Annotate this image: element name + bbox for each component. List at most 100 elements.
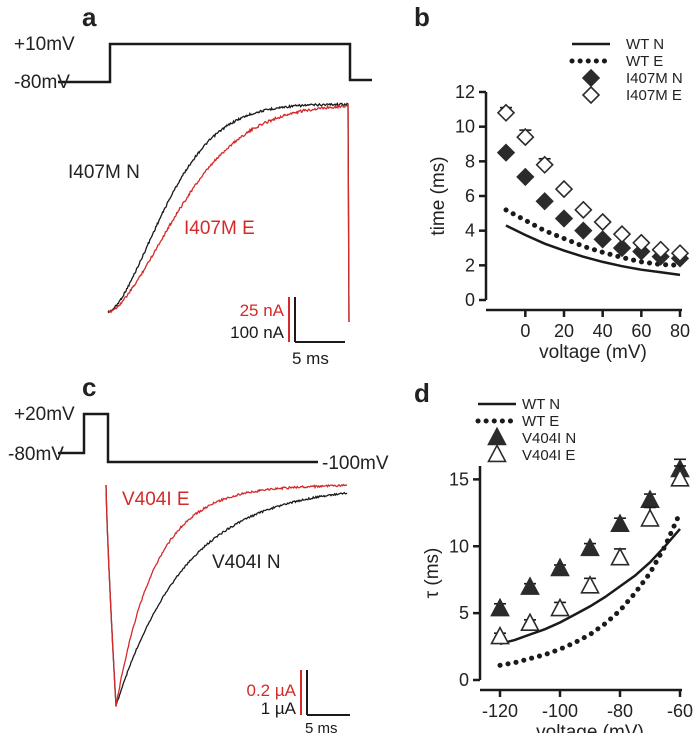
- trace-label-v404i-e: V404I E: [122, 489, 190, 510]
- legend-label: I407M E: [626, 87, 682, 104]
- data-point-i407m-n: [535, 192, 554, 211]
- data-point-i407m-n: [496, 143, 516, 162]
- protocol-low-label-a: -80mV: [14, 72, 70, 93]
- data-point-i407m-e: [632, 233, 651, 252]
- data-point-v404i-e: [670, 468, 690, 487]
- y-tick-label: 6: [465, 186, 475, 206]
- data-point-v404i-e: [580, 575, 600, 594]
- x-tick-label: -80: [607, 701, 633, 721]
- y-tick-label: 0: [465, 290, 475, 310]
- current-trace-v404i-n: [105, 484, 348, 706]
- panel-letter-a: a: [82, 2, 97, 32]
- scale-label-red-a: 25 nA: [240, 301, 285, 320]
- legend-label: WT E: [522, 413, 559, 430]
- trace-label-v404i-n: V404I N: [212, 552, 281, 573]
- scale-label-black-a: 100 nA: [230, 323, 285, 342]
- panel-letter-d: d: [414, 378, 430, 408]
- data-point-i407m-e: [496, 103, 516, 122]
- legend-label: V404I N: [522, 430, 576, 447]
- series-line-wt-e: [503, 207, 683, 268]
- trace-label-i407m-e: I407M E: [184, 218, 255, 239]
- legend-swatch: [487, 443, 507, 463]
- y-tick-label: 8: [465, 151, 475, 171]
- x-tick-label: 80: [670, 321, 690, 341]
- y-axis-title-b: time (ms): [428, 156, 449, 235]
- y-tick-label: 5: [459, 603, 469, 623]
- data-point-i407m-e: [574, 200, 593, 219]
- x-tick-label: -100: [542, 701, 578, 721]
- data-point-i407m-e: [554, 179, 574, 199]
- x-tick-label: 0: [520, 321, 530, 341]
- data-point-i407m-e: [535, 155, 554, 174]
- series-line-wt-n: [505, 224, 681, 277]
- legend-swatch: [581, 68, 601, 88]
- panel-c: c +20mV -80mV -100mV V404I E V404I N 0.2…: [8, 372, 389, 733]
- data-point-v404i-e: [550, 597, 570, 617]
- protocol-high-label-c: +20mV: [14, 404, 75, 425]
- legend-label: WT E: [626, 53, 663, 70]
- y-tick-label: 15: [449, 469, 469, 489]
- legend-label: WT N: [626, 36, 664, 53]
- x-tick-label: 20: [554, 321, 574, 341]
- data-point-i407m-e: [612, 225, 632, 244]
- y-tick-label: 12: [455, 82, 475, 102]
- data-point-v404i-e: [490, 625, 510, 645]
- x-tick-label: 60: [631, 321, 651, 341]
- x-tick-label: -120: [482, 701, 518, 721]
- current-trace-v404i-e: [105, 483, 348, 707]
- data-point-i407m-n: [516, 167, 535, 187]
- legend-label: I407M N: [626, 70, 683, 87]
- x-tick-label: -60: [667, 701, 693, 721]
- y-tick-label: 0: [459, 670, 469, 690]
- y-tick-label: 10: [449, 536, 469, 556]
- data-point-i407m-n: [593, 230, 612, 249]
- data-point-i407m-n: [612, 238, 632, 258]
- scale-label-time-a: 5 ms: [292, 349, 329, 368]
- scale-label-red-c: 0.2 µA: [247, 681, 297, 700]
- x-tick-label: 40: [593, 321, 613, 341]
- legend-label: WT N: [522, 396, 560, 413]
- data-point-v404i-n: [520, 576, 540, 595]
- legend-label: V404I E: [522, 447, 575, 464]
- data-point-i407m-n: [574, 221, 593, 240]
- current-trace-i407m-n: [107, 101, 350, 323]
- data-point-v404i-e: [640, 508, 660, 527]
- y-tick-label: 10: [455, 117, 475, 137]
- protocol-trace-c: [58, 412, 318, 464]
- data-point-i407m-e: [670, 244, 690, 263]
- chart-panel-d: d 0 5 10 15 -120 -100 -80 -60 voltage (mV) τ (ms) W…: [414, 378, 693, 733]
- data-point-v404i-e: [610, 546, 630, 566]
- y-axis-title-d: τ (ms): [422, 548, 443, 599]
- data-point-i407m-n: [554, 209, 574, 228]
- chart-panel-b: b 0 2 4 6 8 10 12 0 20 40 60 80 voltage (mV) time (ms)…: [414, 2, 690, 363]
- x-axis-title-d: voltage (mV): [536, 722, 644, 733]
- scale-label-black-c: 1 µA: [261, 699, 297, 718]
- panel-letter-c: c: [82, 372, 96, 402]
- legend-swatch: [487, 426, 507, 446]
- series-line-wt-n: [499, 528, 681, 646]
- series-line-wt-e: [497, 510, 683, 668]
- protocol-high-label-a: +10mV: [14, 34, 75, 55]
- trace-label-i407m-n: I407M N: [68, 162, 140, 183]
- current-trace-i407m-e: [108, 103, 350, 323]
- legend-swatch: [581, 85, 601, 105]
- protocol-low-label-c: -80mV: [8, 444, 64, 465]
- protocol-hold-label-c: -100mV: [322, 453, 389, 474]
- data-point-i407m-e: [516, 127, 535, 147]
- x-axis-title-b: voltage (mV): [539, 342, 647, 363]
- data-point-v404i-n: [490, 597, 510, 617]
- y-tick-label: 4: [465, 221, 475, 241]
- data-point-v404i-n: [580, 537, 600, 557]
- panel-letter-b: b: [414, 2, 430, 32]
- scale-label-time-c: 5 ms: [305, 720, 338, 733]
- y-tick-label: 2: [465, 255, 475, 275]
- data-point-v404i-n: [550, 557, 570, 577]
- protocol-trace-a: [58, 42, 372, 84]
- panel-a: a +10mV -80mV I407M N I407M E 25 nA 100 …: [14, 2, 372, 368]
- data-point-i407m-e: [651, 240, 670, 259]
- data-point-v404i-n: [610, 513, 630, 533]
- data-point-v404i-e: [520, 612, 540, 632]
